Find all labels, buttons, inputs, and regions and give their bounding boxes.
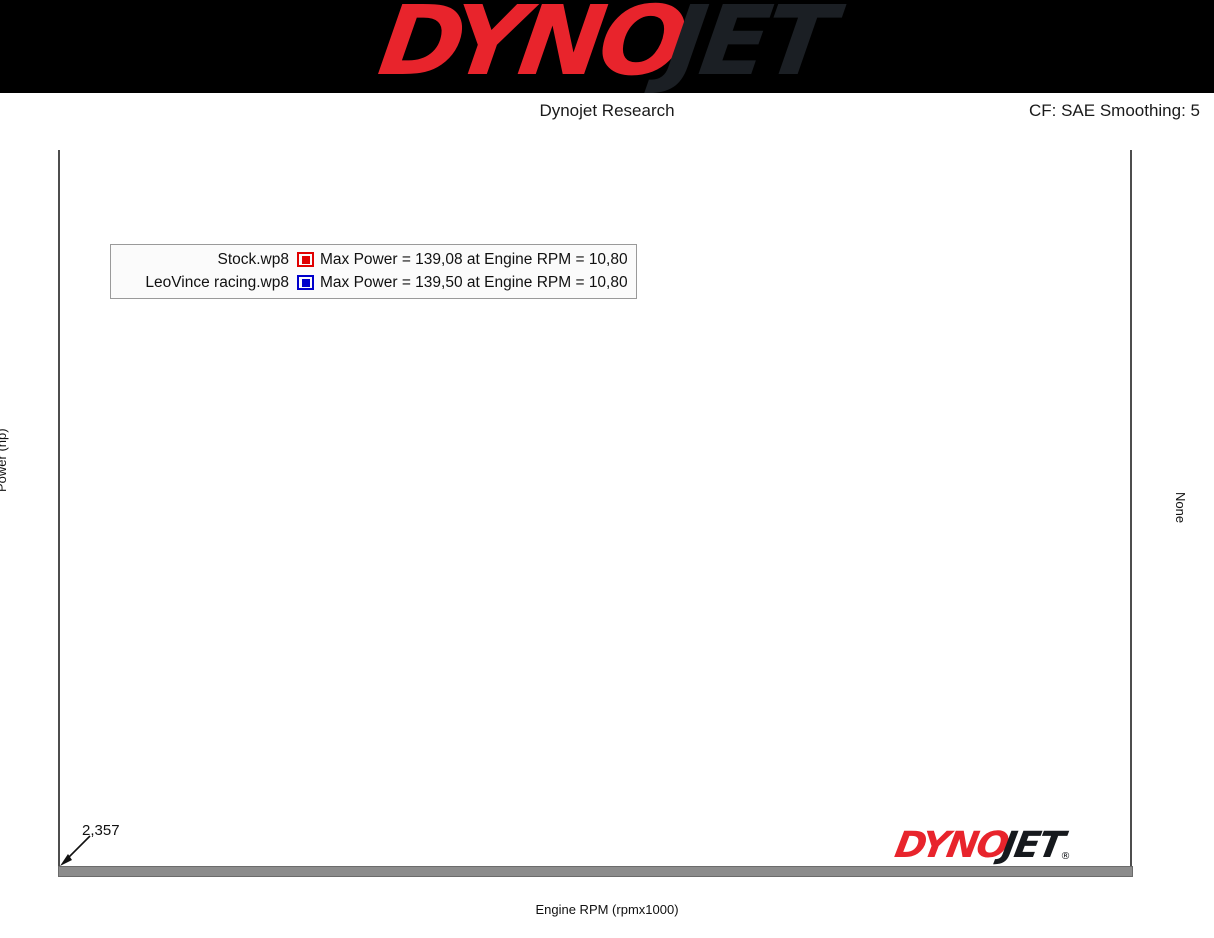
right-axis-line — [1130, 150, 1132, 866]
annotation-arrow-icon — [60, 835, 91, 866]
legend-series-name-leovince: LeoVince racing.wp8 — [145, 273, 289, 291]
x-axis-bar — [58, 866, 1133, 877]
x-axis-title: Engine RPM (rpmx1000) — [535, 902, 679, 917]
start-rpm-annotation: 2,357 — [82, 822, 120, 839]
legend-series-name-stock: Stock.wp8 — [217, 250, 289, 268]
correction-factor-label: CF: SAE Smoothing: 5 — [1028, 101, 1200, 120]
dyno-chart: Power (hp) None Engine RPM (rpmx1000) St… — [0, 132, 1214, 938]
legend-swatch-blue-icon — [297, 275, 314, 290]
y2-axis-title: None — [1173, 492, 1188, 524]
dynojet-banner-logo: DYNO JET — [0, 0, 1214, 93]
banner-logo-jet-text: JET — [660, 0, 838, 93]
watermark-registered-mark: ® — [1060, 851, 1071, 862]
legend-row-leovince[interactable]: LeoVince racing.wp8 Max Power = 139,50 a… — [119, 271, 628, 294]
y-axis-title: Power (hp) — [0, 428, 9, 492]
top-banner: DYNO JET — [0, 0, 1214, 93]
dynojet-watermark-logo: DYNO JET ® — [892, 825, 1146, 866]
chart-title: Dynojet Research — [539, 101, 675, 120]
watermark-jet-text: JET — [998, 825, 1066, 866]
legend-box[interactable]: Stock.wp8 Max Power = 139,08 at Engine R… — [110, 244, 637, 299]
legend-maxpower-stock: Max Power = 139,08 at Engine RPM = 10,80 — [320, 250, 628, 268]
banner-logo-dyno-text: DYNO — [372, 0, 690, 93]
watermark-dyno-text: DYNO — [891, 825, 1011, 866]
legend-maxpower-leovince: Max Power = 139,50 at Engine RPM = 10,80 — [320, 273, 628, 291]
legend-swatch-red-icon — [297, 252, 314, 267]
legend-row-stock[interactable]: Stock.wp8 Max Power = 139,08 at Engine R… — [119, 248, 628, 271]
